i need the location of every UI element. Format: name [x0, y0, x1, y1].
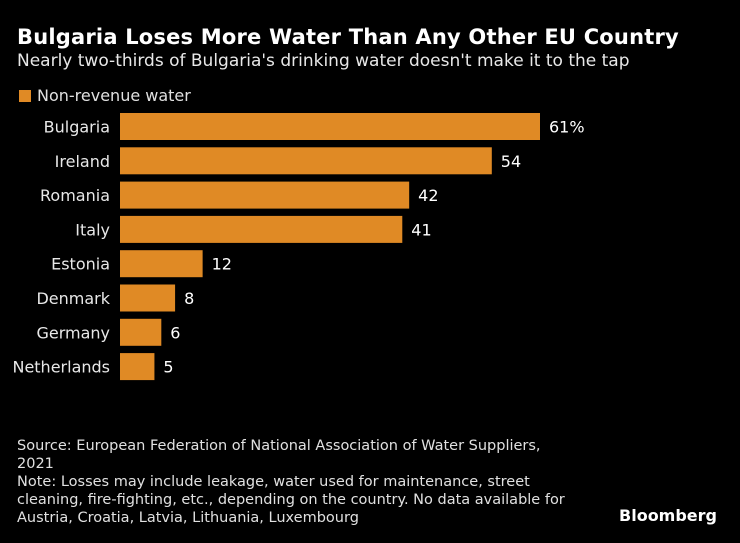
category-label: Bulgaria	[44, 118, 110, 137]
footer: Source: European Federation of National …	[17, 437, 577, 527]
source-text: Source: European Federation of National …	[17, 438, 541, 472]
bar-italy	[120, 215, 403, 243]
category-label: Ireland	[55, 152, 110, 171]
chart-subtitle: Nearly two-thirds of Bulgaria's drinking…	[17, 51, 630, 71]
bar-germany	[120, 318, 162, 346]
bar-romania	[120, 181, 410, 209]
bar-denmark	[120, 284, 176, 312]
legend-label: Non-revenue water	[37, 86, 191, 105]
bar-ireland	[120, 147, 492, 175]
category-label: Netherlands	[12, 358, 110, 377]
data-label: 41	[411, 220, 431, 239]
data-label: 6	[170, 323, 180, 342]
bar-chart: Bulgaria 61% Ireland 54 Romania 42 Italy 41 Esto…	[12, 113, 585, 381]
category-label: Romania	[40, 186, 110, 205]
category-label: Italy	[75, 220, 110, 239]
data-label: 54	[501, 152, 521, 171]
data-label: 5	[163, 358, 173, 377]
note-text: Note: Losses may include leakage, water …	[17, 474, 565, 526]
data-label: 8	[184, 289, 194, 308]
category-label: Denmark	[36, 289, 110, 308]
category-label: Germany	[36, 323, 110, 342]
chart-title: Bulgaria Loses More Water Than Any Other…	[17, 25, 679, 49]
bar-bulgaria	[120, 113, 540, 140]
bar-netherlands	[120, 353, 155, 381]
data-label: 42	[418, 186, 438, 205]
data-label: 61%	[549, 118, 585, 137]
data-label: 12	[212, 255, 232, 274]
legend-swatch	[19, 89, 31, 102]
category-label: Estonia	[51, 255, 110, 274]
legend: Non-revenue water	[19, 86, 191, 105]
bloomberg-logo: Bloomberg	[619, 506, 717, 525]
bar-estonia	[120, 250, 203, 278]
